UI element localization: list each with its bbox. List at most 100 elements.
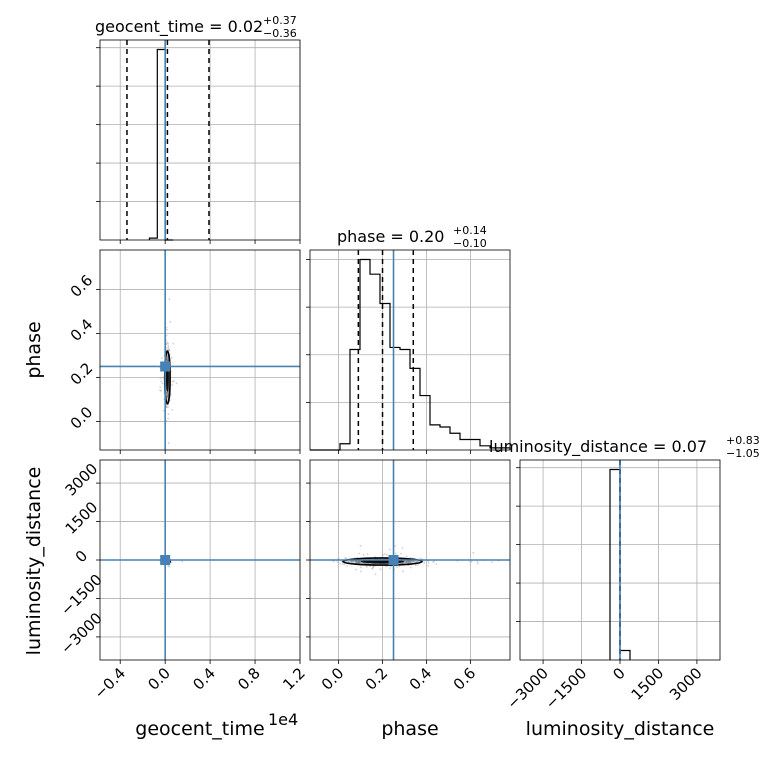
- tick-label-y: 0.6: [67, 271, 97, 301]
- sample-point: [435, 563, 438, 565]
- sample-point: [168, 349, 171, 352]
- panel-phase-vs-geocent-time: 0.0 0.2 0.4 0.6: [67, 249, 301, 454]
- panel-geocent-time-hist: [96, 39, 301, 244]
- sample-point: [167, 406, 169, 409]
- title-luminosity-distance-plus: +0.83: [726, 434, 760, 447]
- sample-point: [360, 566, 362, 569]
- tick-label-y: 0.0: [67, 403, 97, 433]
- sample-point: [343, 563, 346, 566]
- sample-point: [491, 561, 493, 564]
- sample-point: [409, 566, 412, 569]
- sample-point: [401, 547, 404, 550]
- sample-point: [175, 382, 178, 385]
- sample-point: [181, 560, 184, 563]
- sample-point: [166, 328, 168, 331]
- sample-point: [161, 382, 164, 385]
- sample-point: [159, 386, 162, 389]
- sample-point: [332, 560, 335, 563]
- sample-point: [339, 562, 341, 565]
- sample-point: [345, 557, 348, 560]
- offset-label-geocent-time: 1e4: [268, 710, 298, 729]
- axes-frame: [99, 39, 301, 241]
- sample-point: [167, 442, 170, 445]
- sample-point: [366, 553, 369, 556]
- tick-label-x: 1.2: [279, 664, 309, 694]
- sample-point: [160, 380, 163, 383]
- histogram-step: [148, 48, 174, 241]
- sample-point: [416, 564, 419, 566]
- sample-point: [168, 565, 171, 568]
- tick-label-x: 3000: [666, 664, 706, 704]
- tick-label-y: −3000: [57, 609, 106, 658]
- sample-point: [171, 408, 174, 411]
- sample-point: [167, 417, 169, 420]
- title-phase: phase = 0.20: [337, 227, 444, 246]
- truth-marker: [388, 555, 399, 565]
- truth-marker: [160, 555, 171, 565]
- sample-point: [167, 565, 170, 568]
- sample-point: [341, 563, 344, 566]
- sample-point: [167, 342, 169, 345]
- sample-point: [398, 565, 401, 568]
- contour-outer: [342, 557, 423, 566]
- sample-point: [162, 376, 165, 379]
- sample-point: [383, 553, 386, 555]
- title-geocent-time-minus: −0.36: [263, 27, 297, 40]
- tick-label-x: 0.8: [234, 664, 264, 694]
- sample-point: [169, 320, 172, 323]
- sample-point: [390, 565, 392, 568]
- sample-point: [161, 357, 163, 360]
- sample-point: [170, 356, 173, 359]
- sample-point: [389, 548, 391, 551]
- sample-point: [371, 567, 374, 570]
- tick-label-y: 3000: [62, 460, 102, 500]
- sample-point: [382, 554, 385, 556]
- tick-label-y: 0.4: [67, 315, 97, 345]
- sample-point: [360, 570, 362, 573]
- sample-point: [344, 557, 346, 559]
- sample-point: [385, 565, 388, 568]
- tick-label-x: −3000: [503, 664, 552, 713]
- title-geocent-time: geocent_time = 0.02: [95, 17, 263, 37]
- tick-label-y: 1500: [62, 498, 102, 538]
- sample-point: [371, 566, 374, 569]
- axes-frame: [99, 249, 301, 451]
- sample-point: [160, 389, 162, 392]
- truth-marker: [160, 361, 171, 372]
- sample-point: [395, 566, 398, 568]
- sample-point: [419, 557, 422, 560]
- sample-point: [366, 565, 368, 568]
- sample-point: [427, 562, 430, 564]
- sample-point: [165, 406, 168, 408]
- sample-point: [159, 389, 161, 392]
- sample-point: [476, 560, 479, 563]
- sample-point: [472, 551, 475, 554]
- sample-point: [469, 560, 472, 563]
- xlabel-phase: phase: [381, 718, 438, 740]
- xlabel-luminosity-distance: luminosity_distance: [526, 718, 715, 740]
- axes-frame: [309, 249, 511, 451]
- sample-point: [389, 567, 391, 570]
- sample-point: [159, 377, 162, 380]
- sample-point: [168, 298, 171, 300]
- tick-label-x: 0.0: [144, 664, 174, 694]
- sample-point: [394, 545, 396, 547]
- sample-point: [394, 552, 397, 555]
- sample-point: [379, 568, 382, 571]
- sample-point: [414, 564, 417, 567]
- xlabel-geocent-time: geocent_time: [135, 718, 264, 740]
- tick-label-x: 0.2: [362, 664, 392, 694]
- sample-point: [372, 565, 375, 568]
- panel-phase-hist: [306, 249, 511, 454]
- sample-point: [359, 544, 362, 547]
- tick-label-x: −0.4: [91, 664, 129, 702]
- sample-point: [386, 553, 388, 556]
- sample-point: [358, 552, 361, 555]
- sample-point: [477, 562, 479, 565]
- sample-point: [470, 560, 473, 563]
- tick-label-x: 1500: [628, 664, 668, 704]
- sample-point: [432, 561, 434, 563]
- sample-point: [362, 554, 365, 556]
